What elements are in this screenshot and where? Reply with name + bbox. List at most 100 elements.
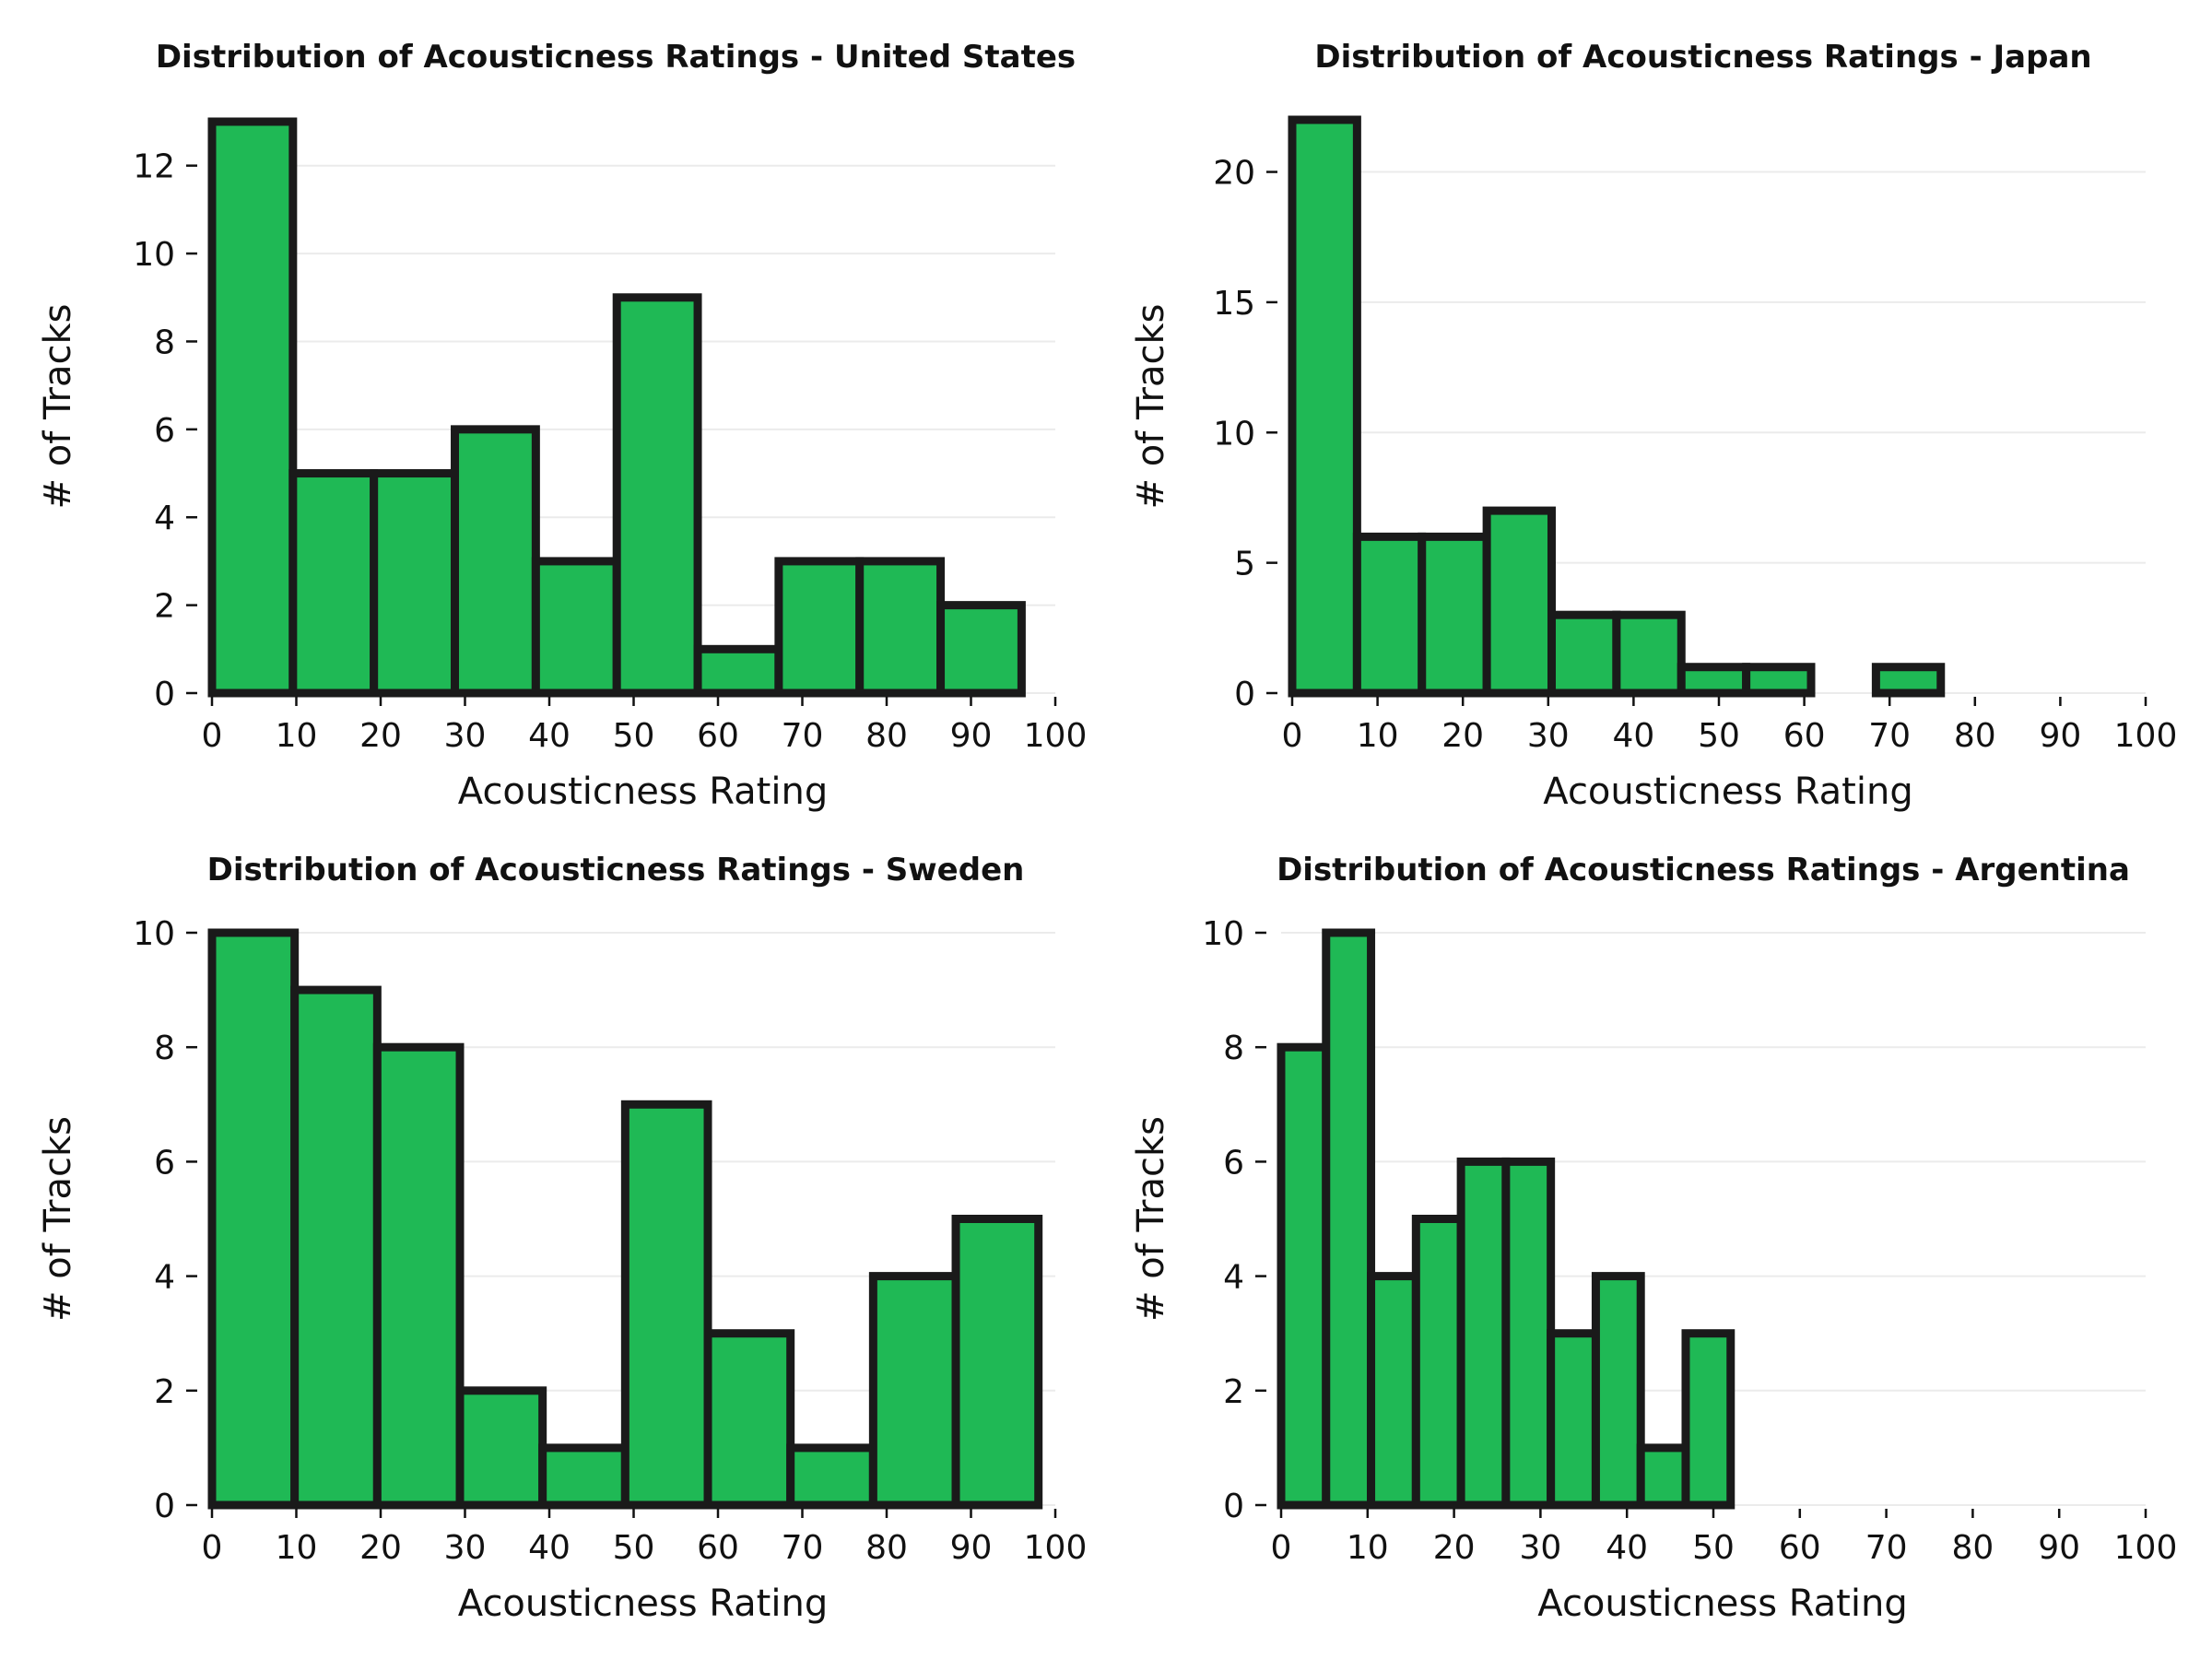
histogram-bar: 49–58.8: 7 [620,1100,712,1510]
histogram-bar: 9.6–19.2: 5 [288,469,379,698]
y-tick-label: 0 [154,676,175,713]
histogram-bar: 76.8–86.4: 3 [855,557,946,698]
chart-title: Distribution of Acousticness Ratings - A… [1277,852,2130,888]
x-tick-label: 0 [1282,717,1303,755]
y-tick-label: 8 [1223,1030,1244,1067]
y-tick-label: 8 [154,324,175,361]
x-tick-label: 20 [359,1529,402,1567]
x-tick-label: 80 [865,717,908,755]
histogram-bar: 36.4–41.6: 4 [1591,1272,1645,1510]
histogram-bar: 0–7.6: 22 [1288,115,1361,698]
x-tick-label: 0 [202,1529,223,1567]
y-axis-label: # of Tracks [37,1116,79,1322]
histogram-bar: 58.8–68.6: 3 [703,1329,795,1510]
x-tick-label: 70 [1865,1529,1908,1567]
y-tick-label: 6 [154,1144,175,1182]
histogram-bar: 48–57.6: 9 [612,293,702,698]
x-tick-label: 20 [359,717,402,755]
x-tick-label: 50 [613,717,655,755]
x-tick-label: 70 [782,1529,824,1567]
x-tick-label: 60 [1779,1529,1821,1567]
x-axis-label: Acousticness Rating [1537,1583,1907,1625]
y-tick-label: 10 [133,236,175,274]
x-tick-label: 10 [276,1529,318,1567]
histogram-bar: 9.8–19.6: 9 [290,985,382,1510]
x-tick-label: 60 [1783,717,1826,755]
histogram-bar: 19.2–28.8: 5 [370,469,460,698]
y-axis-label: # of Tracks [1130,1116,1172,1322]
x-tick-label: 30 [444,717,487,755]
histogram-bar: 0–5.2: 8 [1277,1042,1331,1510]
x-tick-label: 70 [1868,717,1911,755]
x-tick-label: 10 [1357,717,1399,755]
x-tick-label: 100 [1024,1529,1088,1567]
chart-panel-3: 0–9.8: 109.8–19.6: 919.6–29.4: 829.4–39.… [37,852,1087,1625]
histogram-bar: 57.6–67.2: 1 [693,644,783,698]
histogram-bar: 20.8–26: 6 [1456,1157,1511,1510]
histogram-bar: 53.2–60.8: 1 [1742,663,1816,698]
x-tick-label: 90 [950,717,993,755]
y-tick-label: 10 [133,915,175,953]
histogram-bar: 41.6–46.8: 1 [1636,1443,1690,1510]
histogram-bar: 39.2–49: 1 [538,1443,629,1510]
histogram-bar: 38.4–48: 3 [531,557,621,698]
histogram-bar: 26–31.2: 6 [1501,1157,1556,1510]
x-tick-label: 70 [782,717,824,755]
y-tick-label: 10 [1202,915,1244,953]
y-tick-label: 0 [1234,676,1255,713]
x-tick-label: 100 [2114,717,2178,755]
x-tick-label: 100 [2114,1529,2178,1567]
histogram-bar: 7.6–15.2: 6 [1352,532,1427,698]
x-tick-label: 80 [1954,717,1996,755]
x-tick-label: 50 [613,1529,655,1567]
histogram-bar: 22.8–30.4: 7 [1482,506,1557,698]
x-tick-label: 10 [1347,1529,1389,1567]
histogram-bar: 0–9.8: 10 [207,928,300,1510]
y-tick-label: 2 [154,588,175,626]
x-axis-label: Acousticness Rating [458,1583,828,1625]
y-tick-label: 4 [154,1259,175,1297]
x-tick-label: 20 [1433,1529,1476,1567]
histogram-bar: 67.2–76.8: 3 [774,557,865,698]
x-tick-label: 80 [865,1529,908,1567]
x-tick-label: 90 [2038,1529,2080,1567]
histogram-bar: 19.6–29.4: 8 [372,1042,465,1510]
x-tick-label: 0 [202,717,223,755]
x-tick-label: 40 [528,717,571,755]
y-tick-label: 5 [1234,546,1255,583]
y-tick-label: 10 [1213,415,1255,453]
x-tick-label: 100 [1024,717,1088,755]
histogram-bar: 46.8–52: 3 [1681,1329,1735,1510]
x-tick-label: 10 [276,717,318,755]
y-tick-label: 2 [1223,1373,1244,1411]
x-axis-label: Acousticness Rating [458,771,828,813]
y-tick-label: 0 [154,1488,175,1525]
histogram-bar: 30.4–38: 3 [1547,610,1621,698]
chart-title: Distribution of Acousticness Ratings - U… [156,39,1076,76]
x-tick-label: 90 [2039,717,2081,755]
x-tick-label: 50 [1698,717,1740,755]
histogram-bar: 28.8–38.4: 6 [451,425,540,698]
x-tick-label: 60 [697,1529,739,1567]
chart-title: Distribution of Acousticness Ratings - S… [207,852,1025,888]
chart-panel-1: 0–9.6: 139.6–19.2: 519.2–28.8: 528.8–38.… [37,39,1087,813]
histogram-bar: 68.4–76: 1 [1871,663,1946,698]
chart-panel-4: 0–5.2: 85.2–10.4: 1010.4–15.6: 415.6–20.… [1130,852,2177,1625]
x-tick-label: 40 [1606,1529,1648,1567]
chart-panel-2: 0–7.6: 227.6–15.2: 615.2–22.8: 622.8–30.… [1130,39,2177,813]
x-tick-label: 30 [1519,1529,1561,1567]
y-tick-label: 12 [133,148,175,186]
histogram-bar: 5.2–10.4: 10 [1322,928,1376,1510]
x-tick-label: 30 [1527,717,1570,755]
x-tick-label: 50 [1692,1529,1735,1567]
histogram-bar: 45.6–53.2: 1 [1677,663,1751,698]
y-tick-label: 2 [154,1373,175,1411]
y-axis-label: # of Tracks [1130,303,1172,509]
histogram-bar: 15.6–20.8: 5 [1411,1215,1465,1510]
y-tick-label: 4 [1223,1259,1244,1297]
histogram-bar: 0–9.6: 13 [207,117,298,698]
histogram-bar: 86.4–96: 2 [936,601,1026,698]
x-tick-label: 20 [1441,717,1484,755]
x-tick-label: 30 [444,1529,487,1567]
